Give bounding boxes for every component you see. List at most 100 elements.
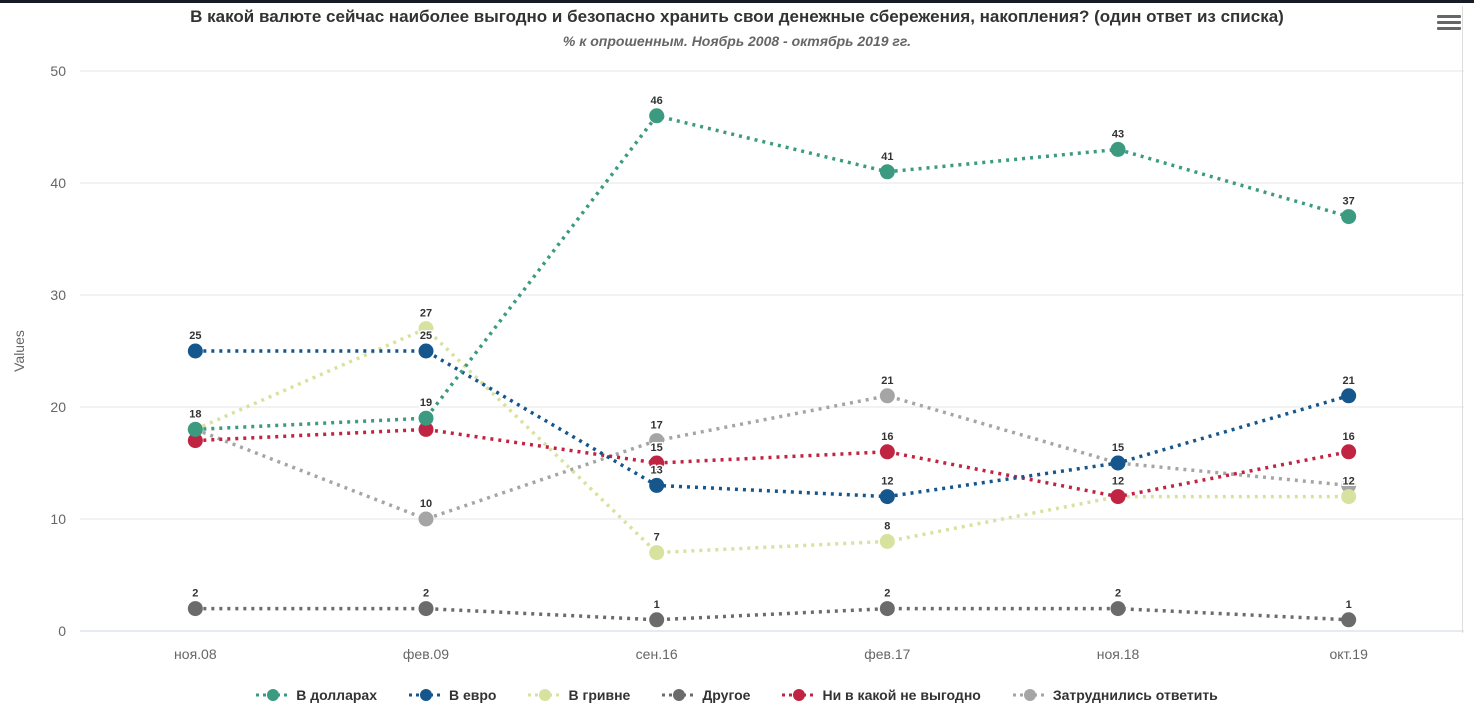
data-point-marker[interactable]: [1341, 388, 1357, 404]
data-point-marker[interactable]: [1341, 444, 1357, 460]
data-point-marker[interactable]: [649, 108, 665, 124]
x-tick-label: окт.19: [1329, 646, 1368, 662]
data-point-marker[interactable]: [879, 601, 895, 617]
x-tick-label: сен.16: [636, 646, 678, 662]
data-label: 16: [881, 431, 893, 443]
data-point-marker[interactable]: [1341, 612, 1357, 628]
hamburger-icon[interactable]: [1437, 11, 1461, 33]
data-label: 17: [651, 420, 663, 432]
y-axis-title: Values: [11, 330, 27, 372]
data-label: 2: [192, 588, 198, 600]
legend-item-label: В долларах: [296, 687, 377, 703]
data-label: 43: [1112, 128, 1124, 140]
data-point-marker[interactable]: [187, 421, 203, 437]
y-tick-label: 30: [50, 287, 66, 303]
legend-marker-icon: [1012, 689, 1047, 701]
data-label: 2: [884, 588, 890, 600]
data-label: 27: [420, 308, 432, 320]
data-point-marker[interactable]: [1110, 141, 1126, 157]
legend-marker-icon: [528, 689, 563, 701]
legend-item-label: Другое: [702, 687, 751, 703]
legend-item-label: Затруднились ответить: [1052, 687, 1218, 703]
legend-item[interactable]: В гривне: [528, 687, 630, 703]
series-line: [195, 113, 1350, 432]
y-tick-label: 10: [50, 511, 66, 527]
data-point-marker[interactable]: [1110, 489, 1126, 505]
legend-item[interactable]: В евро: [408, 687, 497, 703]
x-tick-label: ноя.18: [1097, 646, 1140, 662]
data-label: 19: [420, 397, 432, 409]
hamburger-bar: [1437, 26, 1461, 30]
chart-title: В какой валюте сейчас наиболее выгодно и…: [190, 7, 1284, 26]
data-point-marker[interactable]: [187, 343, 203, 359]
data-label: 10: [420, 498, 432, 510]
legend-item[interactable]: В долларах: [256, 687, 377, 703]
data-label: 25: [189, 330, 201, 342]
data-label: 21: [1343, 375, 1355, 387]
data-label: 1: [1346, 599, 1352, 611]
legend-marker-icon: [782, 689, 817, 701]
data-label: 8: [884, 520, 890, 532]
data-label: 7: [654, 532, 660, 544]
data-label: 25: [420, 330, 432, 342]
data-point-marker[interactable]: [879, 444, 895, 460]
data-point-marker[interactable]: [649, 477, 665, 493]
chart-subtitle: % к опрошенным. Ноябрь 2008 - октябрь 20…: [562, 33, 912, 49]
legend-item-label: В гривне: [568, 687, 631, 703]
data-point-marker[interactable]: [1110, 455, 1126, 471]
data-point-marker[interactable]: [879, 489, 895, 505]
legend-item[interactable]: Затруднились ответить: [1012, 687, 1218, 703]
legend-item[interactable]: Ни в какой не выгодно: [782, 687, 981, 703]
data-label: 1: [654, 599, 660, 611]
data-point-marker[interactable]: [1341, 489, 1357, 505]
data-label: 21: [881, 375, 893, 387]
legend-item[interactable]: Другое: [662, 687, 750, 703]
data-point-marker[interactable]: [418, 421, 434, 437]
legend-item-label: В евро: [448, 687, 497, 703]
legend: В долларах В евро В гривне Другое Ни в какой…: [0, 687, 1474, 703]
legend-marker-icon: [408, 689, 443, 701]
y-tick-label: 0: [58, 623, 66, 639]
x-tick-label: фев.09: [403, 646, 449, 662]
x-tick-label: ноя.08: [174, 646, 217, 662]
data-label: 12: [881, 476, 893, 488]
data-point-marker[interactable]: [649, 545, 665, 561]
data-point-marker[interactable]: [1341, 209, 1357, 225]
data-label: 2: [423, 588, 429, 600]
data-point-marker[interactable]: [418, 410, 434, 426]
data-point-marker[interactable]: [879, 388, 895, 404]
chart-plot-area: 0 10 20 30 40 50 Values ноя.08 фев.09 сен.16 фев.1…: [11, 6, 1464, 662]
x-tick-label: фев.17: [864, 646, 910, 662]
hamburger-bar: [1437, 14, 1461, 18]
data-label: 37: [1343, 196, 1355, 208]
data-label: 12: [1112, 476, 1124, 488]
data-label: 18: [189, 408, 201, 420]
data-point-marker[interactable]: [187, 601, 203, 617]
data-label: 15: [651, 442, 663, 454]
data-point-marker[interactable]: [1341, 477, 1357, 493]
data-label: 2: [1115, 588, 1121, 600]
data-point-marker[interactable]: [649, 433, 665, 449]
data-point-marker[interactable]: [418, 511, 434, 527]
data-label: 41: [881, 151, 893, 163]
data-label: 46: [651, 95, 663, 107]
hamburger-bar: [1437, 20, 1461, 24]
data-point-marker[interactable]: [879, 533, 895, 549]
y-tick-label: 50: [50, 63, 66, 79]
data-point-marker[interactable]: [649, 612, 665, 628]
data-point-marker[interactable]: [879, 164, 895, 180]
data-point-marker[interactable]: [1110, 601, 1126, 617]
data-label: 13: [651, 464, 663, 476]
data-point-marker[interactable]: [418, 343, 434, 359]
data-point-marker[interactable]: [418, 601, 434, 617]
data-point-marker[interactable]: [187, 433, 203, 449]
data-point-marker[interactable]: [418, 321, 434, 337]
series-line: [195, 427, 1350, 499]
legend-marker-icon: [256, 689, 291, 701]
series-line: [195, 606, 1349, 622]
data-label: 15: [1112, 442, 1124, 454]
data-point-marker[interactable]: [649, 455, 665, 471]
legend-item-label: Ни в какой не выгодно: [822, 687, 981, 703]
legend-marker-icon: [662, 689, 697, 701]
y-tick-label: 20: [50, 399, 66, 415]
